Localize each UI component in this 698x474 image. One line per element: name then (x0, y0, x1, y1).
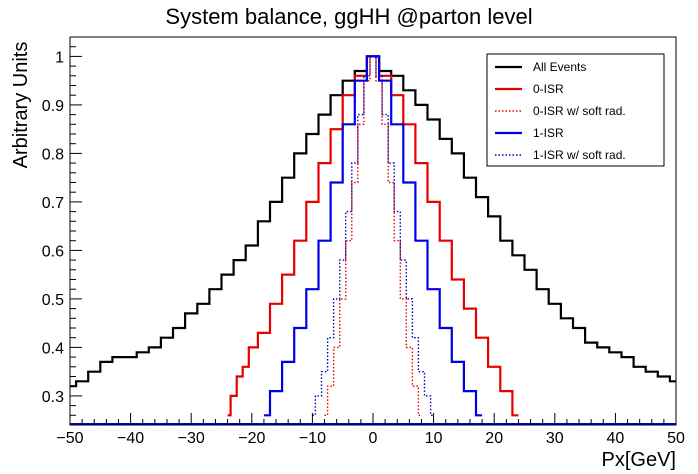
legend-label-4: 1-ISR (533, 126, 564, 140)
series-line-2 (227, 55, 519, 417)
x-tick-label: −50 (56, 430, 83, 447)
y-axis-label: Arbitrary Units (10, 42, 32, 169)
series-line-3 (324, 55, 422, 416)
legend-label-3: 0-ISR w/ soft rad. (533, 104, 626, 118)
y-tick-label: 0.7 (42, 195, 64, 212)
x-tick-label: 30 (546, 430, 564, 447)
legend-box (486, 53, 665, 167)
y-tick-label: 0.8 (42, 146, 64, 163)
legend-label-5: 1-ISR w/ soft rad. (533, 148, 626, 162)
chart-title: System balance, ggHH @parton level (165, 4, 532, 29)
x-axis: −50 −40 −30 −20 −10 0 10 20 30 40 50 (56, 413, 685, 447)
y-tick-label: 0.4 (42, 340, 64, 357)
x-tick-label: 40 (607, 430, 625, 447)
legend-label-2: 0-ISR (533, 82, 564, 96)
legend-label-1: All Events (533, 60, 586, 74)
x-tick-label: 10 (425, 430, 443, 447)
x-tick-label: −10 (299, 430, 326, 447)
x-tick-label: −20 (238, 430, 265, 447)
x-tick-label: −30 (178, 430, 205, 447)
x-tick-label: −40 (117, 430, 144, 447)
y-tick-label: 0.6 (42, 243, 64, 260)
y-tick-label: 1 (55, 49, 64, 66)
x-tick-label: 50 (667, 430, 685, 447)
series-line-4 (263, 55, 483, 417)
x-tick-label: 20 (485, 430, 503, 447)
y-tick-label: 0.9 (42, 98, 64, 115)
x-tick-label: 0 (369, 430, 378, 447)
x-axis-label: Px[GeV] (602, 449, 676, 471)
y-axis: 0.3 0.4 0.5 0.6 0.7 0.8 0.9 1 (42, 36, 82, 416)
y-tick-label: 0.5 (42, 292, 64, 309)
y-tick-label: 0.3 (42, 389, 64, 406)
legend: All Events 0-ISR 0-ISR w/ soft rad. 1-ISR 1-… (486, 53, 665, 167)
